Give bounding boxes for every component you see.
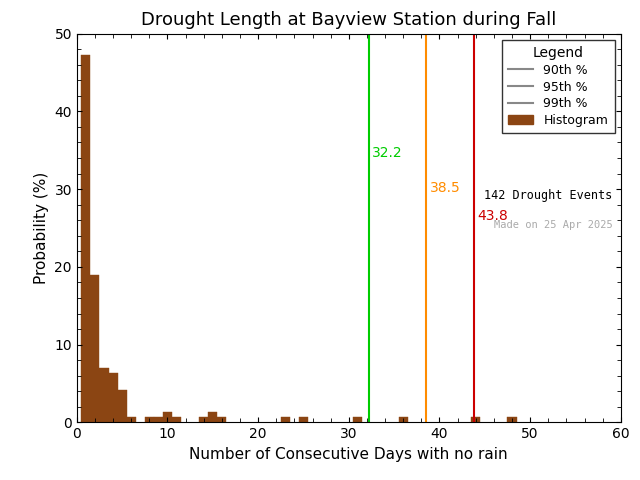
Bar: [471, 417, 480, 422]
Bar: [99, 368, 109, 422]
Text: Made on 25 Apr 2025: Made on 25 Apr 2025: [494, 220, 612, 230]
Bar: [127, 417, 136, 422]
Bar: [154, 417, 163, 422]
Bar: [90, 275, 99, 422]
Bar: [81, 55, 90, 422]
Bar: [208, 411, 218, 422]
Y-axis label: Probability (%): Probability (%): [34, 172, 49, 284]
Text: 43.8: 43.8: [477, 208, 508, 223]
X-axis label: Number of Consecutive Days with no rain: Number of Consecutive Days with no rain: [189, 447, 508, 462]
Bar: [109, 373, 118, 422]
Bar: [399, 417, 408, 422]
Bar: [218, 417, 227, 422]
Bar: [145, 417, 154, 422]
Bar: [118, 390, 127, 422]
Bar: [163, 411, 172, 422]
Bar: [172, 417, 181, 422]
Text: 142 Drought Events: 142 Drought Events: [484, 189, 612, 202]
Bar: [281, 417, 290, 422]
Bar: [353, 417, 362, 422]
Bar: [199, 417, 208, 422]
Text: 38.5: 38.5: [429, 181, 460, 195]
Bar: [508, 417, 516, 422]
Title: Drought Length at Bayview Station during Fall: Drought Length at Bayview Station during…: [141, 11, 557, 29]
Text: 32.2: 32.2: [372, 146, 403, 160]
Bar: [299, 417, 308, 422]
Legend: 90th %, 95th %, 99th %, Histogram: 90th %, 95th %, 99th %, Histogram: [502, 40, 614, 133]
